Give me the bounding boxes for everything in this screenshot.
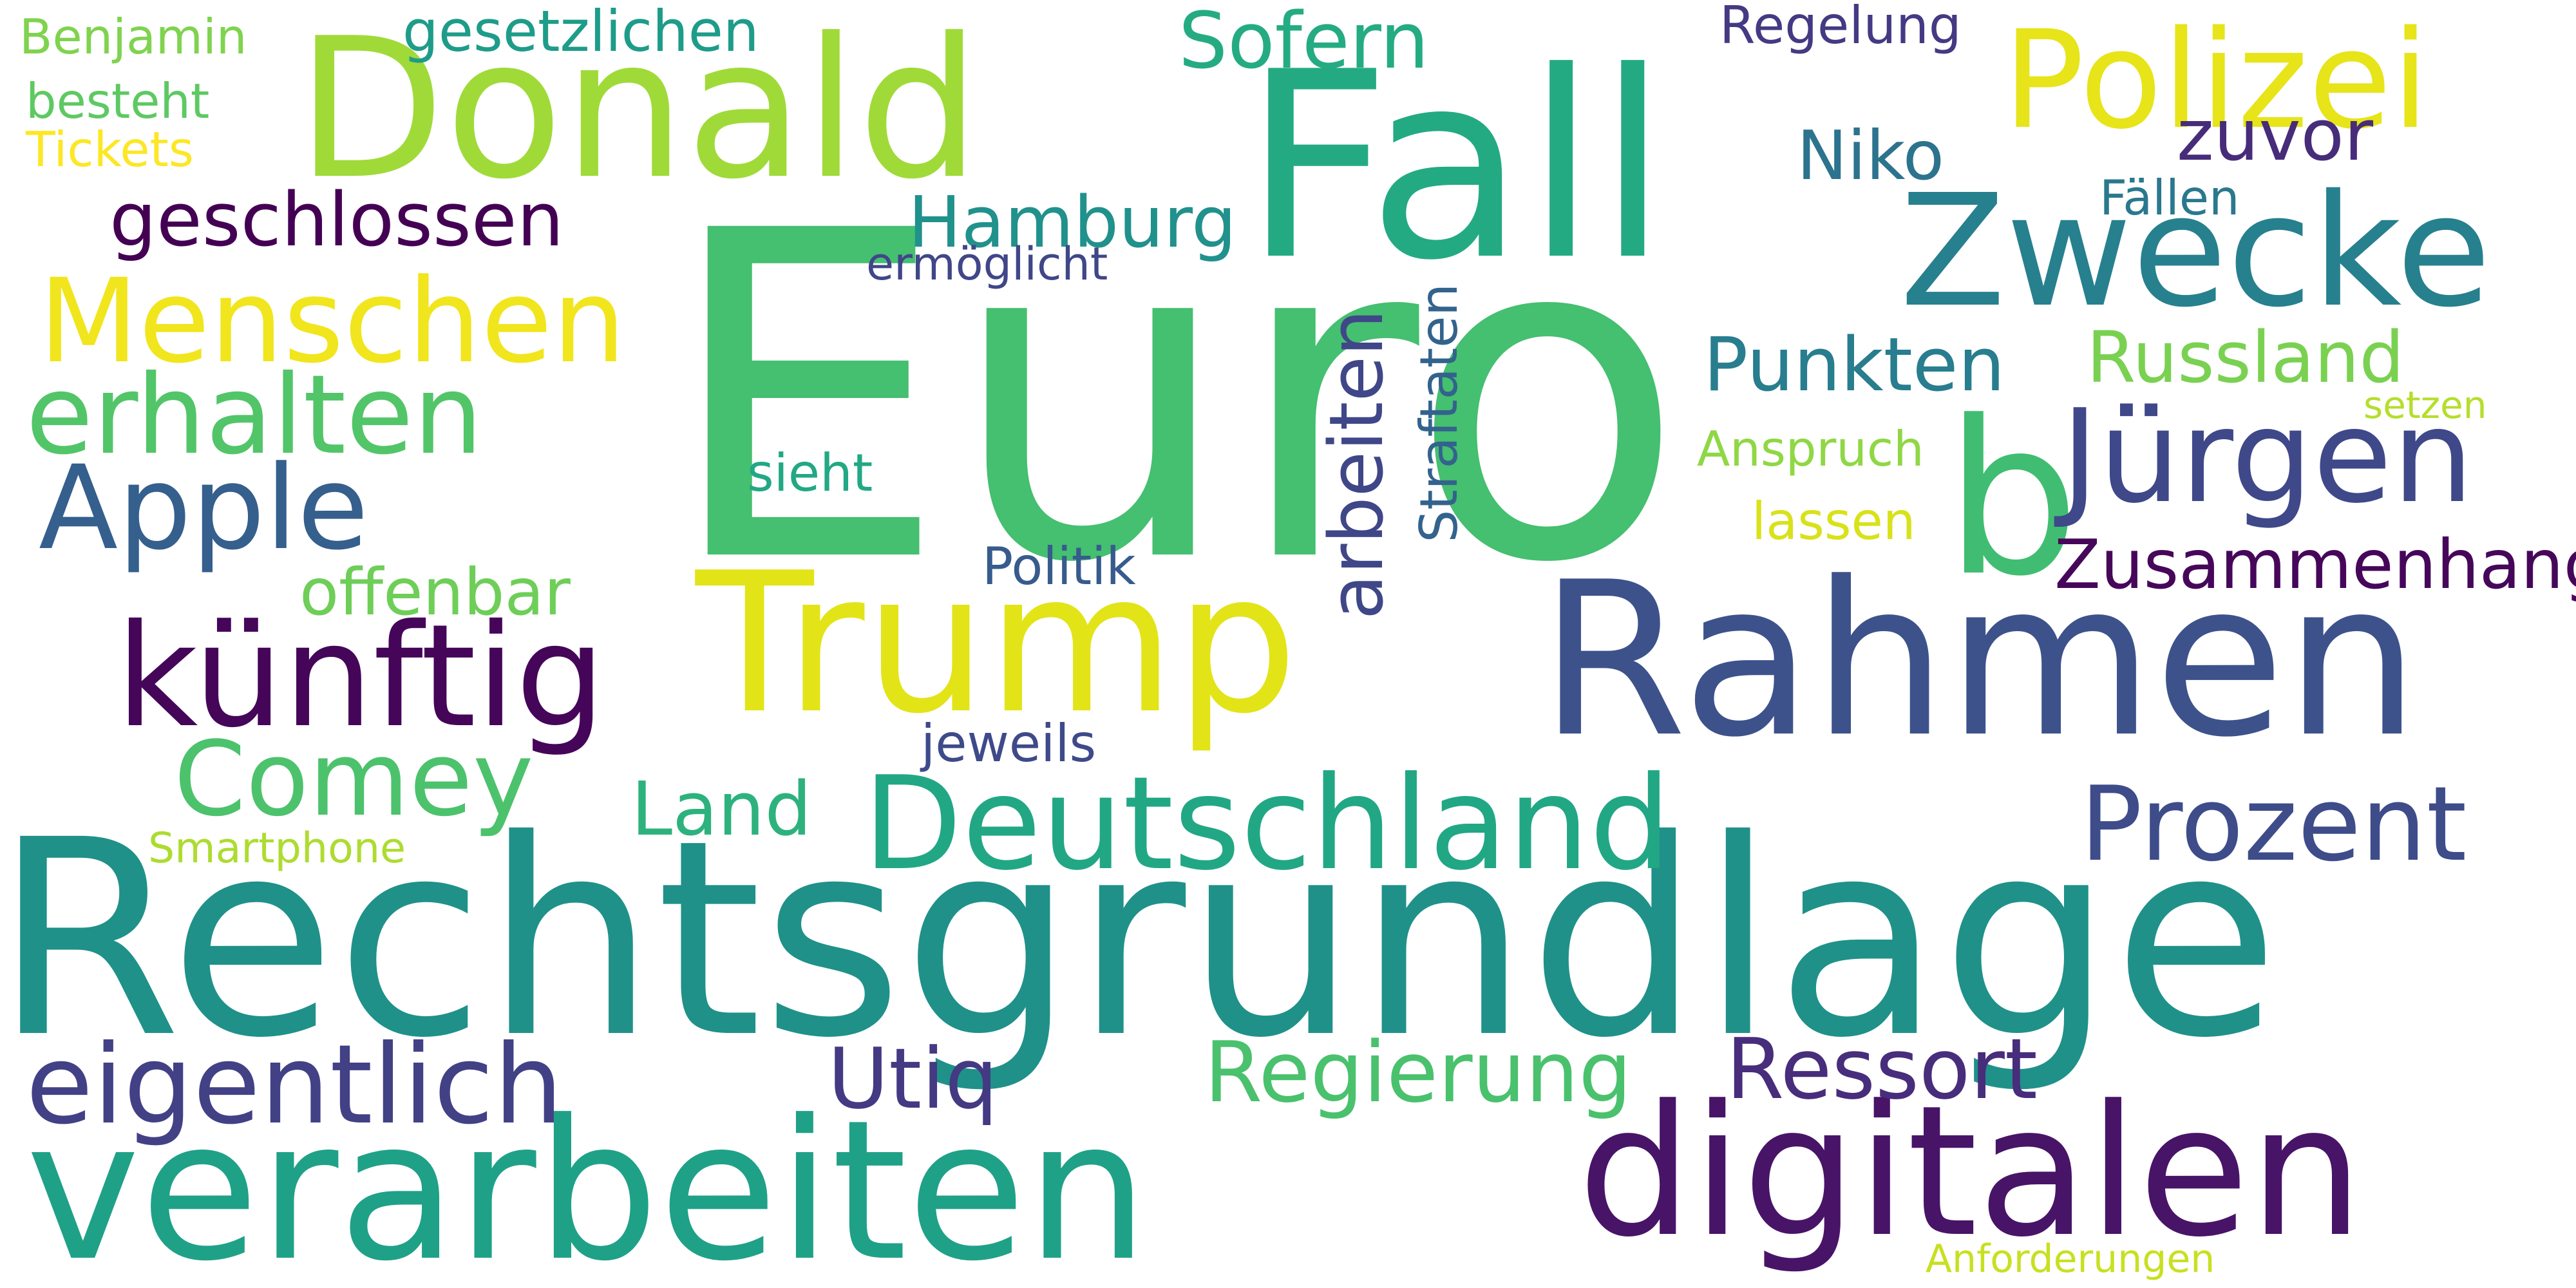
word-setzen: setzen <box>2363 383 2487 427</box>
word-russland: Russland <box>2087 316 2405 399</box>
word-ermoeglicht: ermöglicht <box>866 238 1108 290</box>
word-zuvor: zuvor <box>2177 94 2374 176</box>
word-zusammenhang: Zusammenhang <box>2054 526 2576 604</box>
word-rechtsgrundlage: Rechtsgrundlage <box>0 782 2280 1097</box>
word-sieht: sieht <box>747 443 873 503</box>
word-tickets: Tickets <box>26 121 194 178</box>
word-straftaten: Straftaten <box>1409 283 1469 543</box>
word-land: Land <box>631 766 812 853</box>
word-lassen: lassen <box>1752 491 1916 551</box>
word-rahmen: Rahmen <box>1539 536 2420 784</box>
word-b: b <box>1945 375 2080 623</box>
word-digitalen: digitalen <box>1578 1067 2363 1277</box>
word-menschen: Menschen <box>39 254 626 389</box>
word-niko: Niko <box>1797 117 1945 195</box>
word-regierung: Regierung <box>1204 1023 1632 1121</box>
word-deutschland: Deutschland <box>863 749 1671 899</box>
word-faellen: Fällen <box>2099 169 2240 226</box>
word-verarbeiten: verarbeiten <box>26 1079 1149 1288</box>
word-utiq: Utiq <box>828 1030 998 1128</box>
word-apple: Apple <box>39 441 369 576</box>
word-gesetzlichen: gesetzlichen <box>402 0 759 64</box>
word-comey: Comey <box>174 719 534 839</box>
word-offenbar: offenbar <box>299 554 571 630</box>
word-zwecke: Zwecke <box>1900 161 2492 341</box>
word-anforderungen: Anforderungen <box>1926 1236 2215 1282</box>
word-arbeiten: arbeiten <box>1314 309 1400 620</box>
word-ressort: Ressort <box>1726 1020 2038 1118</box>
word-geschlossen: geschlossen <box>109 177 564 263</box>
word-benjamin: Benjamin <box>19 8 247 65</box>
word-fall: Fall <box>1243 17 1669 317</box>
word-jeweils: jeweils <box>921 714 1097 773</box>
word-punkten: Punkten <box>1703 322 2005 408</box>
word-besteht: besteht <box>26 73 210 129</box>
word-trump: Trump <box>696 531 1298 756</box>
word-hamburg: Hamburg <box>908 181 1236 263</box>
word-erhalten: erhalten <box>26 352 483 479</box>
word-eigentlich: eigentlich <box>26 1021 564 1149</box>
word-donald: Donald <box>296 0 981 222</box>
word-politik: Politik <box>982 536 1136 596</box>
word-sofern: Sofern <box>1179 0 1429 86</box>
word-smartphone: Smartphone <box>148 824 406 873</box>
word-euro: Euro <box>663 137 1685 661</box>
word-anspruch: Anspruch <box>1697 421 1924 477</box>
word-juergen: Jürgen <box>2061 382 2474 532</box>
word-prozent: Prozent <box>2080 764 2467 884</box>
word-regelung: Regelung <box>1719 0 1962 55</box>
word-polizei: Polizei <box>2003 1 2430 159</box>
word-kuenftig: künftig <box>116 594 606 759</box>
